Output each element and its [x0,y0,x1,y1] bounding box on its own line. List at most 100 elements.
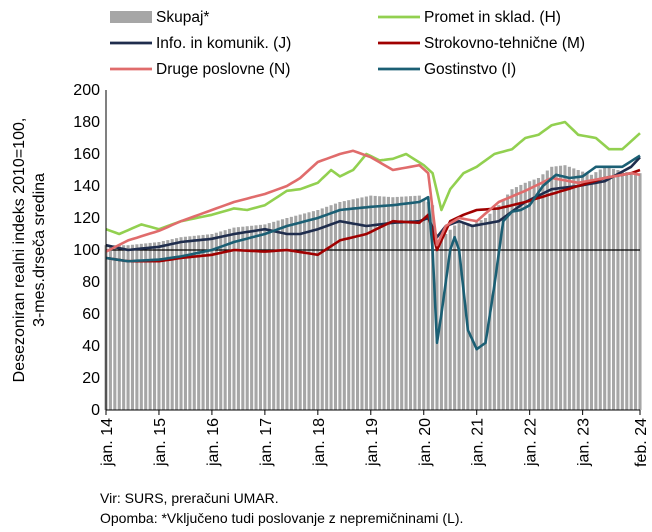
bar [523,182,527,410]
bar [214,232,218,410]
bar [400,196,404,410]
line-info-in-komunik-j [105,156,641,252]
bar-series-skupaj [104,165,642,410]
bar [356,198,360,410]
bar [483,218,488,410]
bar [139,243,143,410]
bar [408,196,413,410]
legend-swatch-skupaj [110,11,152,23]
bar [373,195,377,410]
bar [585,173,589,410]
bar [528,181,532,410]
bar [448,229,452,410]
bar [245,226,249,410]
bar [603,166,607,410]
bar [616,170,620,410]
bar [342,201,346,410]
legend-label-druge-poslovne-n: Druge poslovne (N) [156,61,290,78]
bar [457,221,461,410]
bar [298,214,302,410]
y-tick-label: 20 [82,370,100,387]
bar [219,231,223,410]
bar [166,240,170,410]
bar [514,187,518,410]
x-tick-label: jan. 20 [417,418,434,467]
bar [519,184,523,410]
bar [634,173,638,410]
x-tick-label: jan. 22 [523,418,540,467]
bar [241,226,245,410]
x-tick-label: jan. 21 [470,418,487,467]
bar [364,196,368,410]
bar [161,241,165,410]
bar [258,224,263,410]
y-tick-label: 0 [91,402,100,419]
bar [567,166,571,410]
bar [175,238,179,410]
legend-label-skupaj: Skupaj* [156,9,209,26]
bar [431,205,435,410]
bar [153,242,157,410]
bar [510,189,514,410]
bar [135,244,139,410]
bar [453,225,457,410]
bar [594,172,598,410]
bar [170,239,174,410]
bar [492,209,496,410]
footnote: Opomba: *Vključeno tudi poslovanje z nep… [100,510,464,526]
bar [122,245,126,410]
bar [316,210,320,410]
bar [197,235,201,410]
bar [638,173,642,410]
bar [192,235,196,410]
legend-label-promet-in-sklad-h: Promet in sklad. (H) [424,9,561,26]
bar [629,173,633,410]
bar [598,169,602,410]
bar [572,168,576,410]
bar [108,245,112,410]
bar [563,165,567,410]
y-tick-label: 120 [73,210,100,227]
bar [426,202,430,410]
x-tick-label: jan. 23 [576,418,593,467]
y-tick-label: 100 [73,242,100,259]
bar [378,196,382,410]
bar [117,245,121,410]
bar [232,227,236,410]
bar [179,237,183,410]
bar [501,199,505,410]
bar [581,171,585,410]
bar [303,213,307,410]
bar [338,202,342,410]
bar [576,170,580,410]
y-tick-label: 80 [82,274,100,291]
bar [360,197,364,410]
bar [382,196,386,410]
bar [126,245,130,410]
bar [620,171,624,410]
x-tick-labels: jan. 14 jan. 15 jan. 16 jan. 17 jan. 18 jan. … [99,410,650,467]
bar [413,195,417,410]
bar [506,194,510,410]
bar [113,245,117,410]
bar [404,196,408,410]
legend: Skupaj* Promet in sklad. (H) Info. in komu… [110,9,585,78]
y-tick-label: 40 [82,338,100,355]
bar [320,208,324,410]
y-tick-label: 200 [73,82,100,99]
y-tick-labels: 0 20 40 60 80 100 120 140 160 180 200 [73,82,100,419]
x-tick-label: jan. 18 [311,418,328,467]
bar [545,170,549,410]
bar [223,230,227,410]
line-gostinstvo-i [105,154,641,351]
bar [554,166,558,410]
y-tick-label: 140 [73,178,100,195]
legend-label-strokovno-tehni-ne-m: Strokovno-tehnične (M) [424,35,585,52]
bar [157,242,161,410]
bar [466,223,470,410]
bar [550,166,554,410]
bar [228,228,232,410]
legend-label-info-in-komunik-j: Info. in komunik. (J) [156,35,291,52]
bar [541,174,545,410]
bar [479,220,483,410]
